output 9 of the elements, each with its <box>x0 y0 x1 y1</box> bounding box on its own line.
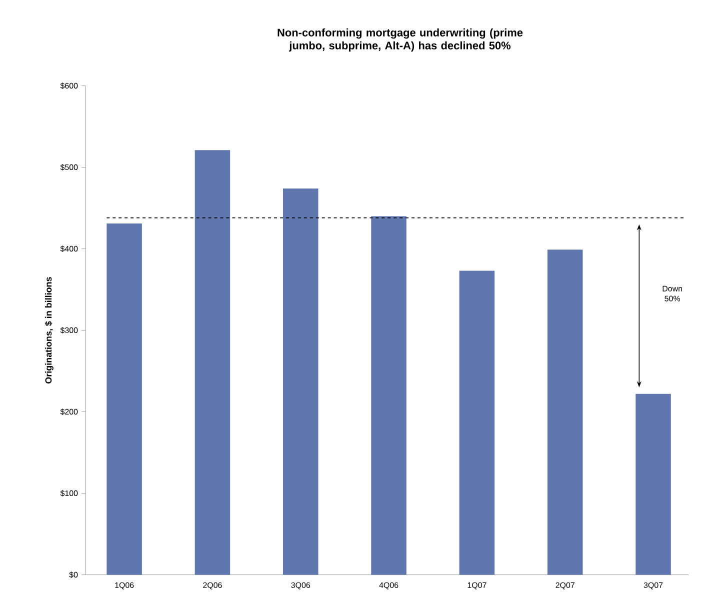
bar <box>194 150 230 575</box>
bar <box>636 394 671 575</box>
bar <box>547 250 583 575</box>
y-axis-title: Originations, $ in billions <box>44 277 54 384</box>
chart-title: Non-conforming mortgage underwriting (prime jumbo, subprime, Alt-A) has declined 50% <box>278 28 523 52</box>
bar <box>283 188 318 575</box>
bar <box>106 224 142 575</box>
bar <box>371 216 406 575</box>
bar <box>459 270 495 575</box>
